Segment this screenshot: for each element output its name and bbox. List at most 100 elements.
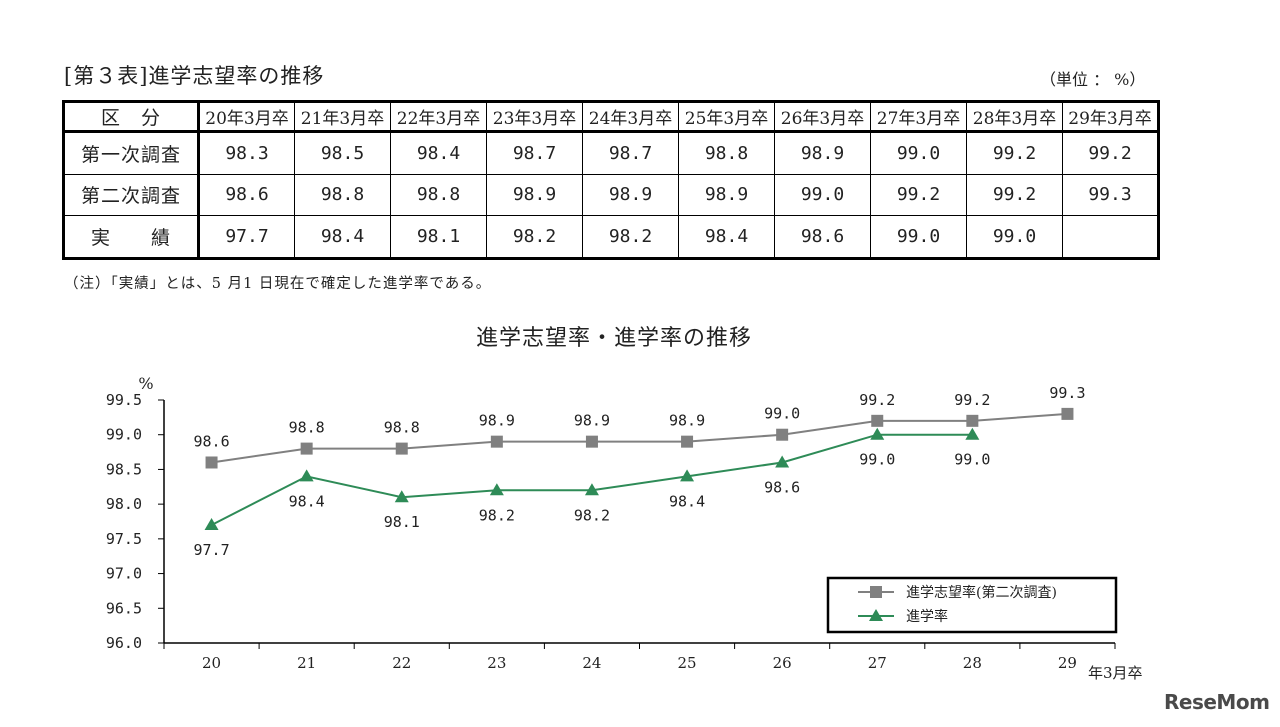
- data-label: 99.0: [859, 451, 895, 469]
- x-tick-label: 22: [392, 654, 411, 672]
- legend-marker: [870, 586, 882, 598]
- table-cell: 98.6: [198, 173, 295, 217]
- table-cell: 98.3: [198, 131, 295, 175]
- x-tick-label: 20: [202, 654, 221, 672]
- data-label: 98.8: [384, 419, 420, 437]
- table-cell: 98.2: [486, 215, 583, 259]
- table-row: 第二次調査 98.6 98.8 98.8 98.9 98.9 98.9 99.0 99.2 99.…: [63, 173, 1159, 217]
- table-row: 実 績 97.7 98.4 98.1 98.2 98.2 98.4 98.6 99.0 99.0: [63, 215, 1159, 259]
- data-point: [1061, 407, 1074, 420]
- data-label: 99.2: [859, 391, 895, 409]
- y-tick-label: 99.5: [106, 391, 142, 409]
- legend-label: 進学志望率(第二次調査): [906, 584, 1057, 601]
- y-axis-unit: %: [138, 374, 153, 393]
- data-point: [871, 414, 884, 427]
- x-tick-label: 29: [1058, 654, 1077, 672]
- data-label: 98.9: [479, 412, 515, 430]
- table-column-header: 28年3月卒: [966, 101, 1063, 133]
- table-column-header: 25年3月卒: [678, 101, 775, 133]
- data-label: 99.2: [954, 391, 990, 409]
- data-label: 98.4: [289, 492, 325, 510]
- chart-title: 進学志望率・進学率の推移: [475, 326, 752, 351]
- y-tick-label: 97.5: [106, 530, 142, 548]
- watermark-logo: ReseMom: [1164, 690, 1270, 714]
- data-point: [584, 483, 599, 496]
- table-row-label: 第二次調査: [63, 173, 200, 217]
- data-label: 98.6: [764, 478, 800, 496]
- data-label: 98.4: [669, 492, 705, 510]
- data-label: 98.2: [574, 506, 610, 524]
- data-point: [775, 455, 790, 468]
- table-cell: 98.5: [294, 131, 391, 175]
- data-point: [965, 427, 980, 440]
- table-cell: 97.7: [198, 215, 295, 259]
- data-point: [490, 435, 503, 448]
- table-cell: 98.7: [486, 131, 583, 175]
- y-tick-label: 98.0: [106, 495, 142, 513]
- y-tick-label: 98.5: [106, 460, 142, 478]
- table-title: [第３表]進学志望率の推移: [64, 64, 325, 88]
- table-corner-header: 区 分: [63, 101, 200, 133]
- x-axis-label: 年3月卒: [1088, 664, 1143, 682]
- x-tick-label: 24: [582, 654, 601, 672]
- data-label: 99.0: [764, 405, 800, 423]
- table-header-row: 区 分 20年3月卒 21年3月卒 22年3月卒 23年3月卒 24年3月卒 25年3月卒…: [63, 101, 1159, 133]
- table-cell: 98.4: [390, 131, 487, 175]
- table-row-label: 第一次調査: [63, 131, 200, 175]
- table-cell: 98.8: [390, 173, 487, 217]
- table-cell: 98.9: [582, 173, 679, 217]
- data-label: 98.9: [669, 412, 705, 430]
- data-point: [776, 428, 789, 441]
- table-column-header: 27年3月卒: [870, 101, 967, 133]
- y-tick-label: 96.5: [106, 599, 142, 617]
- data-label: 99.3: [1049, 384, 1085, 402]
- y-tick-label: 96.0: [106, 634, 142, 652]
- legend-marker: [869, 609, 883, 621]
- table-cell: 99.2: [966, 173, 1063, 217]
- table-cell: 99.0: [774, 173, 871, 217]
- table-cell: 98.4: [294, 215, 391, 259]
- x-tick-label: 25: [678, 654, 697, 672]
- data-label: 98.9: [574, 412, 610, 430]
- data-label: 98.2: [479, 506, 515, 524]
- table-row: 第一次調査 98.3 98.5 98.4 98.7 98.7 98.8 98.9 99.0 99.…: [63, 131, 1159, 175]
- table-cell: 98.9: [774, 131, 871, 175]
- data-point: [966, 414, 979, 427]
- data-table: 区 分 20年3月卒 21年3月卒 22年3月卒 23年3月卒 24年3月卒 25年3月卒…: [62, 100, 1160, 260]
- table-cell: 98.9: [486, 173, 583, 217]
- table-cell: 99.0: [966, 215, 1063, 259]
- data-point: [870, 427, 885, 440]
- data-point: [395, 442, 408, 455]
- data-point: [680, 469, 695, 482]
- data-point: [299, 469, 314, 482]
- table-column-header: 26年3月卒: [774, 101, 871, 133]
- unit-label: （単位 ： %）: [1040, 70, 1146, 89]
- data-label: 98.8: [289, 419, 325, 437]
- x-tick-label: 27: [868, 654, 887, 672]
- x-tick-label: 28: [963, 654, 982, 672]
- legend-label: 進学率: [906, 608, 948, 625]
- data-point: [204, 517, 219, 530]
- data-label: 98.6: [193, 432, 229, 450]
- data-point: [394, 490, 409, 503]
- table-cell: 99.3: [1062, 173, 1159, 217]
- x-tick-label: 23: [487, 654, 506, 672]
- table-cell: 98.6: [774, 215, 871, 259]
- data-point: [205, 456, 218, 469]
- table-column-header: 24年3月卒: [582, 101, 679, 133]
- table-cell: 98.1: [390, 215, 487, 259]
- data-point: [300, 442, 313, 455]
- table-cell: 99.0: [870, 131, 967, 175]
- data-label: 99.0: [954, 451, 990, 469]
- table-body: 第一次調査 98.3 98.5 98.4 98.7 98.7 98.8 98.9 99.0 99.…: [63, 131, 1159, 259]
- x-tick-label: 21: [297, 654, 316, 672]
- series-line: [211, 412, 1068, 464]
- data-label: 97.7: [193, 541, 229, 559]
- data-point: [489, 483, 504, 496]
- table-cell: 98.2: [582, 215, 679, 259]
- table-cell: 99.0: [870, 215, 967, 259]
- table-column-header: 21年3月卒: [294, 101, 391, 133]
- table-row-label: 実 績: [63, 215, 200, 259]
- table-cell: 98.4: [678, 215, 775, 259]
